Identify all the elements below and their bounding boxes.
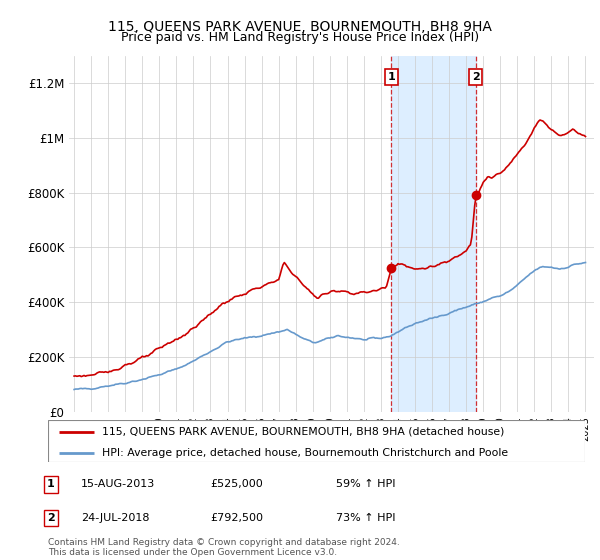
Text: HPI: Average price, detached house, Bournemouth Christchurch and Poole: HPI: Average price, detached house, Bour… [102,448,508,458]
Text: £792,500: £792,500 [210,513,263,523]
Text: 1: 1 [47,479,55,489]
Text: 2: 2 [472,72,479,82]
Text: 115, QUEENS PARK AVENUE, BOURNEMOUTH, BH8 9HA: 115, QUEENS PARK AVENUE, BOURNEMOUTH, BH… [108,20,492,34]
Text: 115, QUEENS PARK AVENUE, BOURNEMOUTH, BH8 9HA (detached house): 115, QUEENS PARK AVENUE, BOURNEMOUTH, BH… [102,427,504,437]
Text: Price paid vs. HM Land Registry's House Price Index (HPI): Price paid vs. HM Land Registry's House … [121,31,479,44]
Text: 59% ↑ HPI: 59% ↑ HPI [336,479,395,489]
Text: 73% ↑ HPI: 73% ↑ HPI [336,513,395,523]
Text: 1: 1 [388,72,395,82]
Text: £525,000: £525,000 [210,479,263,489]
Text: 2: 2 [47,513,55,523]
Bar [391,56,476,412]
Text: 24-JUL-2018: 24-JUL-2018 [81,513,149,523]
Text: Contains HM Land Registry data © Crown copyright and database right 2024.
This d: Contains HM Land Registry data © Crown c… [48,538,400,557]
Text: 15-AUG-2013: 15-AUG-2013 [81,479,155,489]
